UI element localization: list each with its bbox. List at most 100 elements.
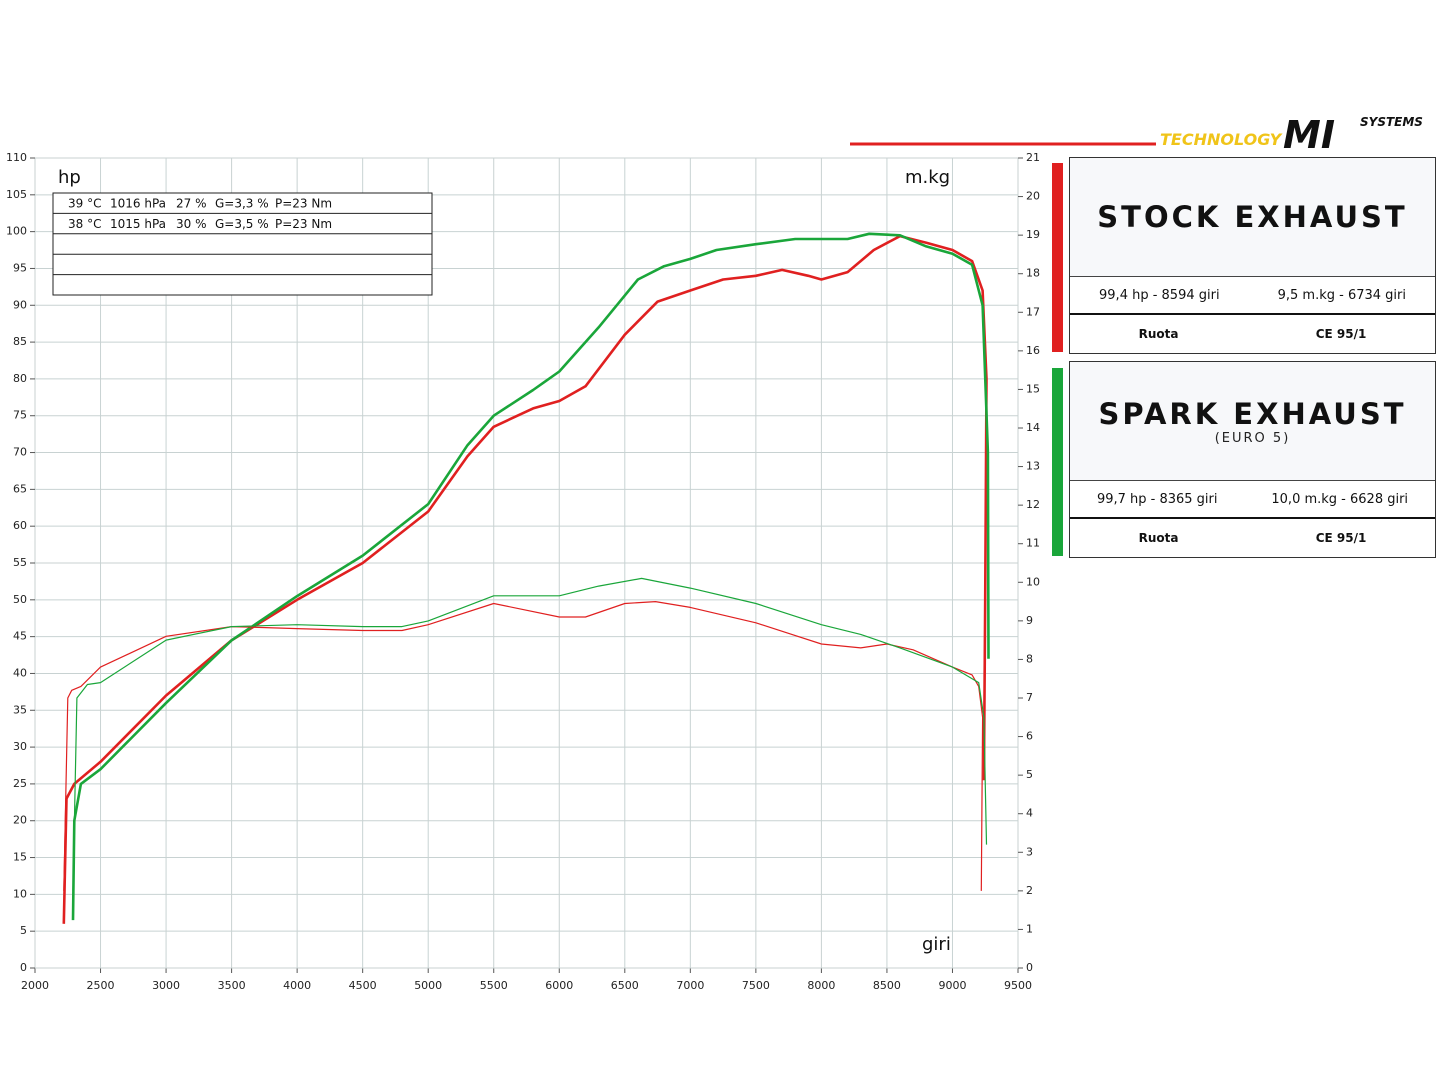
y2-tick-label: 6 [1026,730,1033,743]
x-tick-label: 3500 [218,979,246,992]
y-tick-label: 105 [6,188,27,201]
legend-bar [1052,163,1063,352]
conditions-table [52,192,433,296]
y2-tick-label: 4 [1026,807,1033,820]
y2-tick-label: 20 [1026,190,1040,203]
y2-tick-label: 9 [1026,614,1033,627]
panel-title: SPARK EXHAUST [1098,396,1407,431]
x-tick-label: 9500 [1004,979,1032,992]
y-tick-label: 10 [13,887,27,900]
y-tick-label: 20 [13,814,27,827]
y-tick-label: 55 [13,556,27,569]
y-tick-label: 30 [13,740,27,753]
y-tick-label: 0 [20,961,27,974]
y2-tick-label: 10 [1026,575,1040,588]
panel-stats: 99,4 hp - 8594 giri 9,5 m.kg - 6734 giri [1070,277,1435,315]
condition-cell: 38 °C [68,217,101,231]
y2-tick-label: 15 [1026,382,1040,395]
stat: 99,7 hp - 8365 giri [1096,491,1218,507]
x-tick-label: 5500 [480,979,508,992]
stat: 99,4 hp - 8594 giri [1099,287,1220,303]
y-tick-label: 65 [13,482,27,495]
y-tick-label: 100 [6,225,27,238]
y2-tick-label: 1 [1026,922,1033,935]
condition-cell: G=3,3 % [215,197,269,211]
y2-tick-label: 12 [1026,498,1040,511]
x-tick-label: 7000 [676,979,704,992]
panel-subtitle: (EURO 5) [1214,430,1291,446]
y-axis-label: hp [58,167,81,188]
y-tick-label: 5 [20,924,27,937]
wheel: Ruota [1138,531,1179,545]
condition-cell: 27 % [176,197,207,211]
wheel: Ruota [1138,327,1179,341]
norm: CE 95/1 [1315,531,1367,545]
series-line [71,232,990,921]
y2-tick-label: 7 [1026,691,1033,704]
condition-cell: 30 % [176,217,207,231]
panel-footer: Ruota CE 95/1 [1070,315,1435,353]
panel-footer: Ruota CE 95/1 [1070,519,1435,557]
x-tick-label: 2500 [87,979,115,992]
condition-cell: G=3,5 % [215,217,269,231]
x-tick-label: 8500 [873,979,901,992]
condition-cell: 1016 hPa [110,197,166,211]
legend-bar [1052,368,1063,556]
y-tick-label: 110 [6,151,27,164]
condition-cell: 1015 hPa [110,217,166,231]
y2-tick-label: 11 [1026,537,1040,550]
stat: 10,0 m.kg - 6628 giri [1271,491,1409,507]
result-panel: STOCK EXHAUST 99,4 hp - 8594 giri 9,5 m.k… [1069,157,1436,354]
y-tick-label: 80 [13,372,27,385]
y-tick-label: 70 [13,446,27,459]
x-tick-label: 6500 [611,979,639,992]
result-panel: SPARK EXHAUST (EURO 5) 99,7 hp - 8365 gir… [1069,361,1436,558]
y2-tick-label: 21 [1026,151,1040,164]
y2-tick-label: 2 [1026,884,1033,897]
y2-tick-label: 3 [1026,845,1033,858]
y-tick-label: 40 [13,666,27,679]
logo-brand: MI [1283,113,1335,157]
y-tick-label: 75 [13,409,27,422]
y2-tick-label: 14 [1026,421,1040,434]
stat: 9,5 m.kg - 6734 giri [1277,287,1406,303]
y-tick-label: 95 [13,261,27,274]
x-axis-label: giri [922,934,951,955]
logo-technology: TECHNOLOGY [1160,130,1283,149]
x-tick-label: 4500 [349,979,377,992]
y-tick-label: 60 [13,519,27,532]
y2-tick-label: 18 [1026,267,1040,280]
y2-tick-label: 8 [1026,652,1033,665]
norm: CE 95/1 [1315,327,1367,341]
y2-axis-label: m.kg [905,167,950,188]
panel-header: SPARK EXHAUST (EURO 5) [1070,362,1435,481]
x-tick-label: 5000 [414,979,442,992]
y2-tick-label: 16 [1026,344,1040,357]
y-tick-label: 90 [13,298,27,311]
condition-cell: 39 °C [68,197,101,211]
y2-tick-label: 19 [1026,228,1040,241]
x-tick-label: 2000 [21,979,49,992]
x-tick-label: 6000 [545,979,573,992]
x-tick-label: 8000 [807,979,835,992]
condition-cell: P=23 Nm [275,217,332,231]
x-tick-label: 7500 [742,979,770,992]
series-line [72,577,988,891]
panel-title: STOCK EXHAUST [1097,200,1408,234]
y-tick-label: 85 [13,335,27,348]
y2-tick-label: 0 [1026,961,1033,974]
logo-systems: SYSTEMS [1360,115,1423,129]
y2-tick-label: 17 [1026,305,1040,318]
panel-header: STOCK EXHAUST [1070,158,1435,277]
y-tick-label: 25 [13,777,27,790]
x-tick-label: 9000 [938,979,966,992]
x-tick-label: 3000 [152,979,180,992]
condition-cell: P=23 Nm [275,197,332,211]
y2-tick-label: 13 [1026,460,1040,473]
y-tick-label: 50 [13,593,27,606]
series-line [63,601,984,891]
y-tick-label: 45 [13,630,27,643]
y-tick-label: 15 [13,851,27,864]
